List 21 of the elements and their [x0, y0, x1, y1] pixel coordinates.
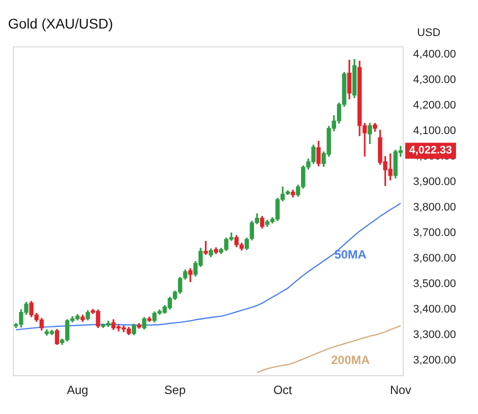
y-tick-label: 3,800.00 [413, 201, 456, 214]
y-axis-title: USD [417, 26, 440, 39]
y-tick-label: 4,100.00 [413, 124, 456, 137]
series-label: 50MA [334, 248, 367, 262]
y-tick-label: 3,500.00 [413, 278, 456, 290]
y-tick-label: 3,600.00 [413, 252, 456, 264]
series-label: 200MA [331, 352, 370, 367]
y-tick-label: 4,400.00 [413, 48, 456, 60]
y-tick-label: 4,200.00 [413, 99, 456, 112]
chart-title: Gold (XAU/USD) [8, 15, 114, 32]
y-tick-label: 4,300.00 [413, 74, 456, 86]
y-tick-label: 3,400.00 [413, 303, 456, 316]
x-tick-label: Nov [390, 383, 412, 398]
x-tick-label: Aug [66, 383, 88, 398]
y-tick-label: 3,300.00 [413, 328, 456, 341]
y-tick-label: 3,900.00 [413, 176, 456, 188]
x-tick-label: Oct [273, 383, 293, 398]
x-tick-label: Sep [164, 383, 186, 398]
text: 4,022.33 [409, 144, 452, 157]
y-tick-label: 3,200.00 [413, 354, 456, 366]
y-tick-label: 3,700.00 [413, 226, 456, 239]
